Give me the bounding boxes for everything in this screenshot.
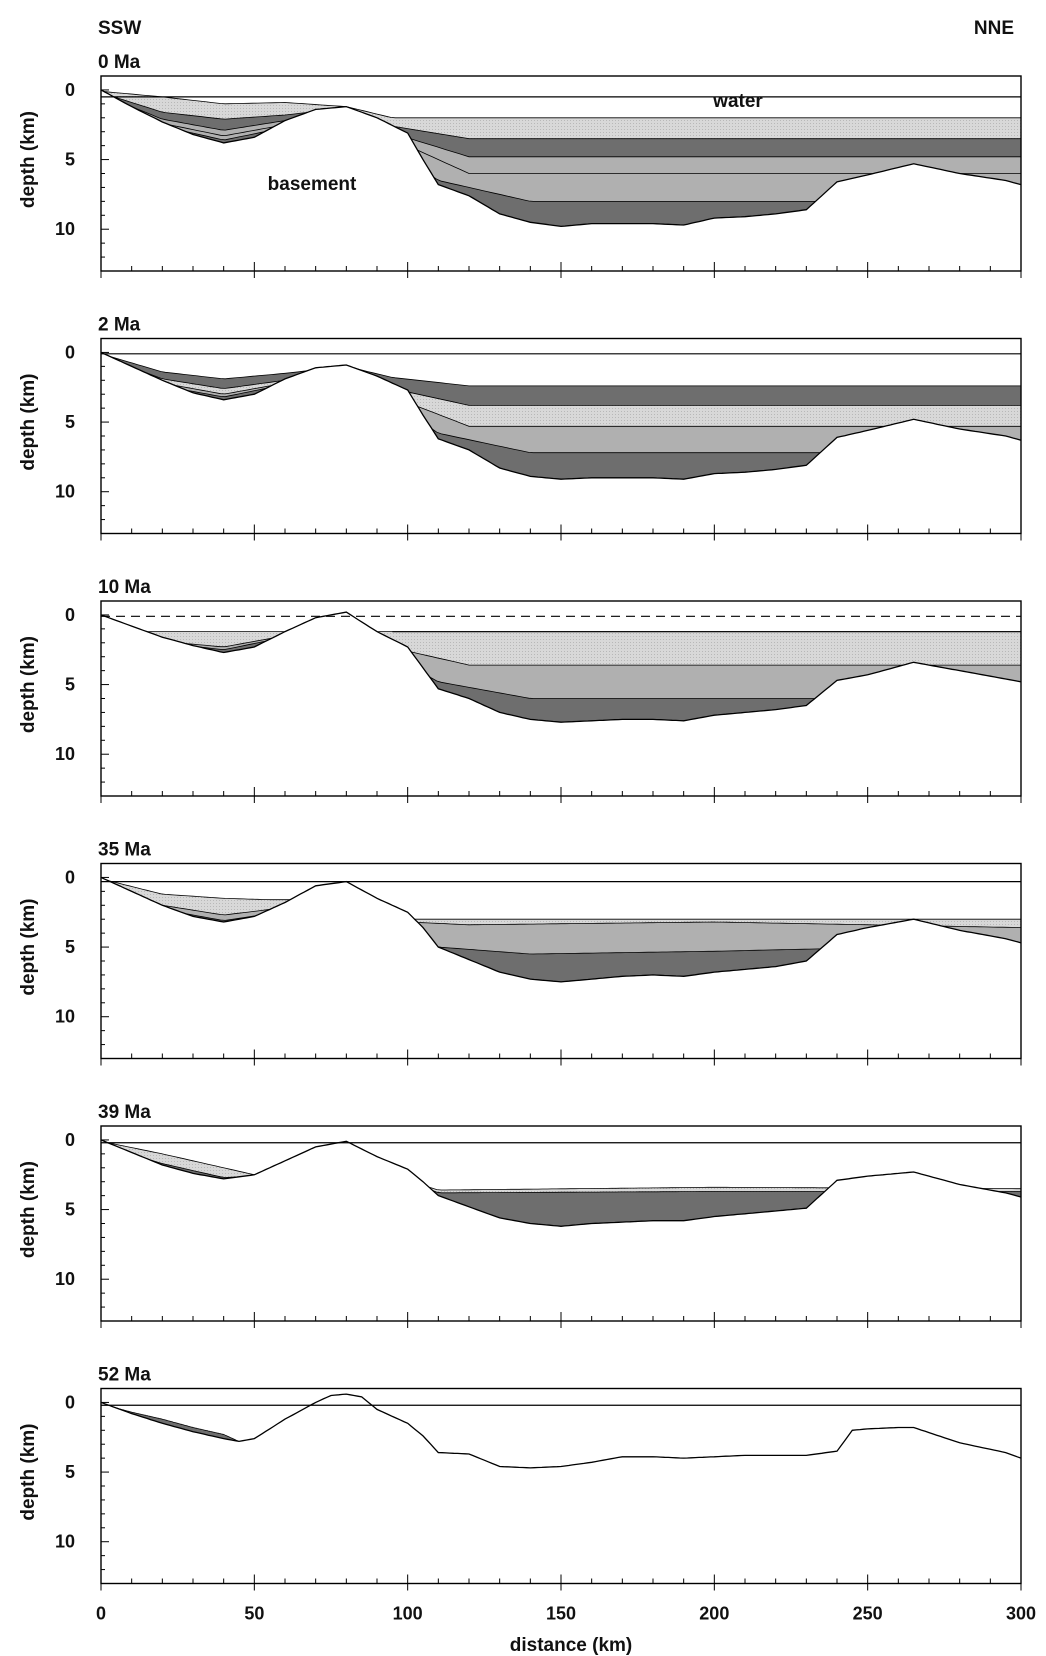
x-tick-label: 0 — [96, 1604, 106, 1624]
y-tick-label: 0 — [65, 1130, 75, 1150]
basement-area — [101, 1394, 1021, 1584]
ssw-direction-label: SSW — [98, 18, 141, 39]
y-axis-title: depth (km) — [18, 899, 39, 996]
basement-label: basement — [268, 174, 357, 195]
panel-title: 0 Ma — [98, 52, 141, 73]
y-tick-label: 10 — [55, 1269, 75, 1289]
y-axis-title: depth (km) — [18, 1424, 39, 1521]
basement-area — [101, 352, 1021, 534]
basement-area — [101, 89, 1021, 272]
panel-0: 0 Ma depth (km) 0 5 10 — [18, 52, 1022, 278]
x-tick-label: 300 — [1006, 1604, 1036, 1624]
basement-area — [101, 1139, 1021, 1321]
basement-profile-line — [100, 1139, 1022, 1227]
y-tick-label: 10 — [55, 1007, 75, 1027]
x-tick-label: 50 — [244, 1604, 264, 1624]
y-tick-label: 5 — [65, 937, 75, 957]
panel-title: 39 Ma — [98, 1102, 151, 1123]
y-tick-label: 5 — [65, 412, 75, 432]
y-tick-label: 5 — [65, 1462, 75, 1482]
y-axis-title: depth (km) — [18, 374, 39, 471]
y-tick-label: 10 — [55, 482, 75, 502]
panel-3: 35 Ma depth (km) 0 5 10 — [18, 840, 1022, 1066]
panel-title: 2 Ma — [98, 315, 141, 336]
basement-profile-line — [100, 876, 1022, 983]
y-axis-title: depth (km) — [18, 111, 39, 208]
y-axis-title: depth (km) — [18, 1161, 39, 1258]
basement-profile-line — [100, 89, 1022, 228]
y-tick-label: 5 — [65, 1200, 75, 1220]
y-tick-label: 5 — [65, 150, 75, 170]
nne-direction-label: NNE — [974, 18, 1014, 39]
x-axis-title: distance (km) — [510, 1635, 632, 1656]
panel-2: 10 Ma depth (km) 0 5 10 — [18, 577, 1022, 803]
panel-4: 39 Ma depth (km) 0 5 10 — [18, 1102, 1022, 1328]
x-tick-label: 100 — [393, 1604, 423, 1624]
panel-1: 2 Ma depth (km) 0 5 10 — [18, 315, 1022, 541]
y-tick-label: 0 — [65, 605, 75, 625]
y-tick-label: 10 — [55, 219, 75, 239]
y-tick-label: 0 — [65, 867, 75, 887]
y-tick-label: 10 — [55, 1532, 75, 1552]
y-tick-label: 0 — [65, 1392, 75, 1412]
y-tick-label: 5 — [65, 675, 75, 695]
y-axis-title: depth (km) — [18, 636, 39, 733]
basement-area — [101, 877, 1021, 1059]
basement-profile-line — [100, 1393, 1022, 1469]
y-tick-label: 10 — [55, 744, 75, 764]
basement-profile-line — [100, 611, 1022, 723]
x-tick-label: 150 — [546, 1604, 576, 1624]
x-tick-label: 250 — [853, 1604, 883, 1624]
y-tick-label: 0 — [65, 342, 75, 362]
basement-area — [101, 612, 1021, 796]
panel-title: 52 Ma — [98, 1365, 151, 1386]
panel-title: 10 Ma — [98, 577, 151, 598]
y-tick-label: 0 — [65, 80, 75, 100]
x-tick-label: 200 — [699, 1604, 729, 1624]
water-label: water — [712, 91, 763, 112]
basement-profile-line — [100, 351, 1022, 480]
panel-title: 35 Ma — [98, 840, 151, 861]
